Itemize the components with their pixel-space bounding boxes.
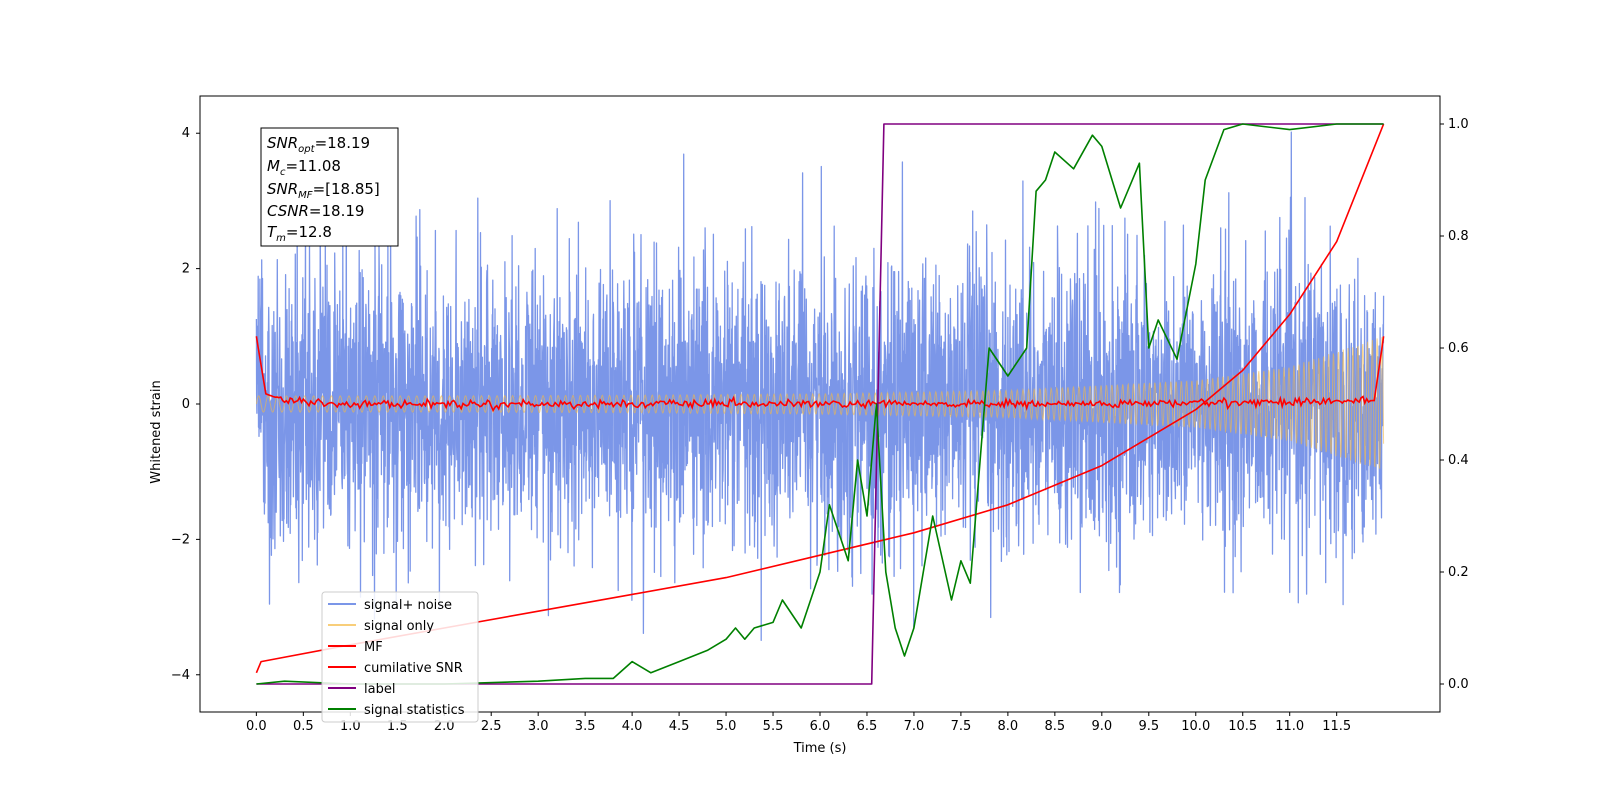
x-tick-label: 8.5 — [1045, 719, 1066, 734]
x-tick-label: 8.0 — [998, 719, 1019, 734]
y-tick-label: −4 — [171, 668, 190, 683]
info-tm: Tm=12.8 — [267, 223, 332, 244]
x-tick-label: 2.5 — [481, 719, 502, 734]
x-tick-label: 10.0 — [1181, 719, 1210, 734]
legend: signal+ noise signal only MF cumilative SNR… — [321, 591, 479, 723]
x-tick-label: 11.5 — [1322, 719, 1351, 734]
x-tick-label: 6.0 — [810, 719, 831, 734]
x-tick-label: 5.5 — [763, 719, 784, 734]
legend-label: cumilative SNR — [364, 661, 463, 676]
y2-tick-label: 0.8 — [1448, 229, 1469, 244]
info-snr-opt: SNRopt=18.19 — [267, 134, 370, 155]
x-tick-label: 2.0 — [434, 719, 455, 734]
x-tick-label: 3.5 — [575, 719, 596, 734]
x-tick-label: 7.5 — [951, 719, 972, 734]
y2-tick-label: 0.0 — [1448, 677, 1469, 692]
axes: 0.0 0.5 1.0 1.5 2.0 2.5 3.0 3.5 4.0 4.5 5.0 5.5 6.0 6… — [171, 117, 1469, 734]
x-tick-label: 4.0 — [622, 719, 643, 734]
y2-tick-label: 0.4 — [1448, 453, 1469, 468]
x-tick-label: 6.5 — [857, 719, 878, 734]
info-box: SNRopt=18.19 Mc=11.08 SNRMF=[18.85] CSNR… — [260, 127, 399, 247]
y2-tick-label: 0.2 — [1448, 565, 1469, 580]
y-tick-label: 0 — [182, 397, 190, 412]
y-tick-label: −2 — [171, 532, 190, 547]
y2-tick-label: 1.0 — [1448, 117, 1469, 132]
legend-label: label — [364, 682, 395, 697]
x-tick-label: 1.5 — [387, 719, 408, 734]
signal-statistics-line — [256, 123, 1384, 685]
x-tick-label: 9.5 — [1138, 719, 1159, 734]
y2-tick-label: 0.6 — [1448, 341, 1469, 356]
x-tick-label: 10.5 — [1228, 719, 1257, 734]
signal-only-series — [255, 337, 1385, 469]
label-line — [256, 123, 1384, 685]
x-tick-label: 0.5 — [293, 719, 314, 734]
legend-label: MF — [364, 640, 383, 655]
x-tick-label: 0.0 — [246, 719, 267, 734]
x-tick-label: 11.0 — [1275, 719, 1304, 734]
legend-label: signal statistics — [364, 703, 465, 718]
x-tick-label: 5.0 — [716, 719, 737, 734]
y-tick-label: 2 — [182, 262, 190, 277]
x-tick-label: 9.0 — [1091, 719, 1112, 734]
x-tick-label: 7.0 — [904, 719, 925, 734]
legend-label: signal only — [364, 619, 434, 634]
legend-label: signal+ noise — [364, 598, 452, 613]
y-tick-label: 4 — [182, 126, 190, 141]
info-csnr: CSNR=18.19 — [267, 202, 364, 220]
x-tick-label: 4.5 — [669, 719, 690, 734]
x-tick-label: 1.0 — [340, 719, 361, 734]
mf-line — [255, 336, 1385, 413]
signal-only-line — [255, 337, 1385, 469]
x-axis-title: Time (s) — [793, 741, 847, 756]
info-mc: Mc=11.08 — [267, 157, 341, 178]
info-snr-mf: SNRMF=[18.85] — [267, 180, 380, 201]
x-tick-label: 3.0 — [528, 719, 549, 734]
y-axis-title: Whitened strain — [149, 380, 164, 483]
